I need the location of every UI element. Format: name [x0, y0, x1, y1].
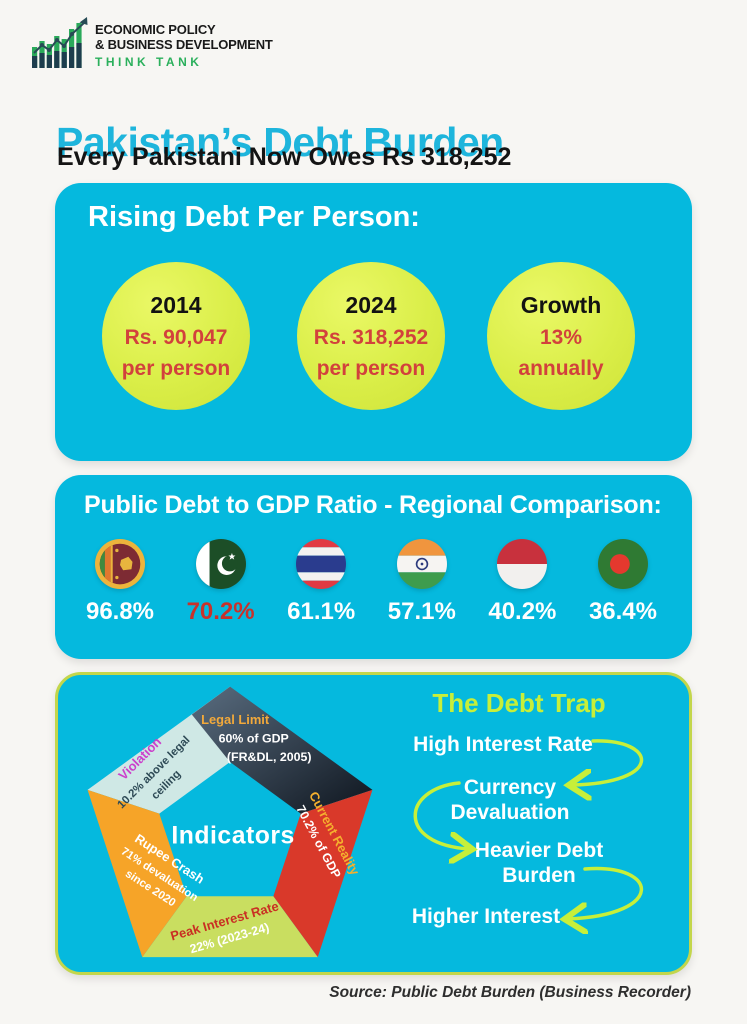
trap-step-higher-interest: Higher Interest	[386, 904, 586, 929]
current-reality-segment	[273, 789, 373, 958]
gdp-ratio-panel: Public Debt to GDP Ratio - Regional Comp…	[55, 475, 692, 659]
bangladesh-flag-icon	[597, 539, 648, 589]
svg-text:60% of GDP: 60% of GDP	[219, 731, 289, 745]
svg-text:(FR&DL, 2005): (FR&DL, 2005)	[227, 750, 312, 764]
trap-step-high-interest-rate: High Interest Rate	[403, 732, 603, 757]
country-sri-lanka: 96.8%	[73, 539, 167, 626]
rising-debt-heading: Rising Debt Per Person:	[88, 201, 420, 233]
trap-step-line: High Interest Rate	[413, 733, 593, 756]
violation-segment	[87, 686, 230, 814]
logo-text: ECONOMIC POLICY & BUSINESS DEVELOPMENT T…	[95, 22, 273, 69]
rising-debt-panel: Rising Debt Per Person: 2014 Rs. 90,047 …	[55, 183, 692, 461]
country-thailand: 61.1%	[274, 539, 368, 626]
circle-unit: per person	[316, 356, 426, 380]
gdp-ratio-value: 70.2%	[186, 598, 255, 625]
circle-year: 2014	[150, 291, 202, 318]
trend-line-icon	[33, 17, 88, 54]
gdp-ratio-value: 96.8%	[85, 598, 155, 625]
peak-interest-segment	[142, 896, 318, 958]
debt-circle-2014: 2014 Rs. 90,047 per person	[102, 262, 250, 410]
trap-step-heavier-debt-burden: Heavier Debt Burden	[439, 838, 639, 888]
circle-year: Growth	[520, 291, 602, 318]
country-indonesia: 40.2%	[475, 539, 569, 626]
pakistan-flag-icon	[195, 539, 246, 589]
indicators-center-label: Indicators	[171, 823, 295, 850]
trap-step-line: Higher Interest	[411, 905, 561, 928]
gdp-ratio-value: 61.1%	[287, 598, 356, 625]
indicators-pentagon-diagram: Legal Limit 60% of GDP (FR&DL, 2005) Cur…	[87, 686, 373, 958]
page-title: Pakistan’s Debt Burden	[56, 119, 504, 166]
circle-unit: annually	[518, 356, 604, 380]
circle-value: Rs. 318,252	[313, 325, 429, 349]
thailand-flag-icon	[296, 539, 347, 589]
indicators-panel: Legal Limit 60% of GDP (FR&DL, 2005) Cur…	[55, 672, 692, 975]
logo-bars	[32, 23, 82, 68]
india-flag-icon	[396, 539, 447, 589]
gdp-ratio-heading: Public Debt to GDP Ratio - Regional Comp…	[84, 491, 662, 519]
gdp-ratio-value: 57.1%	[387, 598, 456, 625]
rupee-crash-segment	[87, 789, 187, 958]
debt-trap-heading: The Debt Trap	[432, 688, 606, 718]
trap-step-line: Devaluation	[450, 801, 570, 824]
country-pakistan: 70.2%	[174, 539, 268, 626]
trap-step-line: Burden	[502, 864, 576, 887]
circle-value: Rs. 90,047	[124, 325, 228, 349]
circle-unit: per person	[121, 356, 231, 380]
logo-line2: & BUSINESS DEVELOPMENT	[95, 37, 273, 52]
trap-step-line: Heavier Debt	[474, 839, 604, 862]
page-subtitle: Every Pakistani Now Owes Rs 318,252	[57, 143, 512, 171]
logo-line1: ECONOMIC POLICY	[95, 22, 216, 37]
trap-step-line: Currency	[463, 776, 557, 799]
sri-lanka-flag-icon	[95, 539, 145, 589]
debt-circle-2024: 2024 Rs. 318,252 per person	[297, 262, 445, 410]
legal-limit-segment	[191, 686, 373, 814]
legal-limit-label: Legal Limit 60% of GDP (FR&DL, 2005)	[201, 712, 311, 764]
circle-year: 2024	[345, 291, 397, 318]
svg-text:Legal Limit: Legal Limit	[201, 712, 270, 727]
trap-step-currency-devaluation: Currency Devaluation	[410, 775, 610, 825]
bar-chart-growth-icon	[32, 17, 88, 68]
gdp-ratio-value: 36.4%	[588, 598, 657, 625]
circle-value: 13%	[539, 325, 583, 349]
source-note: Source: Public Debt Burden (Business Rec…	[329, 984, 691, 1001]
indonesia-flag-icon	[497, 539, 548, 589]
gdp-ratio-value: 40.2%	[488, 598, 557, 625]
flags-row: 96.8% 70.2%	[73, 539, 670, 626]
debt-circle-growth: Growth 13% annually	[487, 262, 635, 410]
country-india: 57.1%	[375, 539, 469, 626]
logo: ECONOMIC POLICY & BUSINESS DEVELOPMENT T…	[30, 16, 273, 70]
country-bangladesh: 36.4%	[576, 539, 670, 626]
logo-line3: THINK TANK	[95, 55, 203, 69]
